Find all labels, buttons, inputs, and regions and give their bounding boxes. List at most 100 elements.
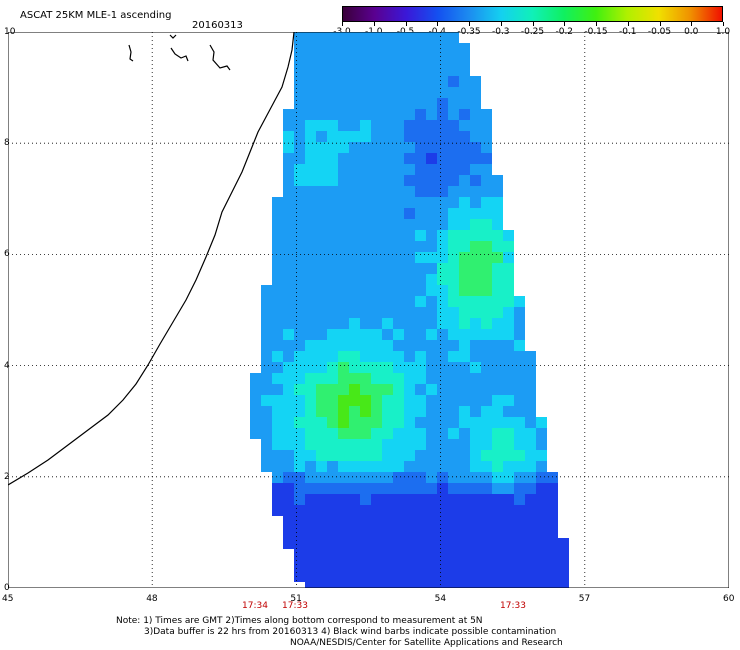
swath-cell	[404, 186, 415, 197]
swath-cell	[437, 164, 448, 175]
swath-cell	[272, 505, 283, 516]
swath-cell	[415, 571, 426, 582]
swath-cell	[459, 241, 470, 252]
swath-cell	[371, 87, 382, 98]
swath-cell	[437, 373, 448, 384]
swath-cell	[382, 516, 393, 527]
swath-cell	[349, 527, 360, 538]
swath-cell	[437, 384, 448, 395]
swath-cell	[327, 109, 338, 120]
swath-cell	[426, 340, 437, 351]
swath-cell	[470, 538, 481, 549]
swath-cell	[437, 219, 448, 230]
swath-cell	[404, 307, 415, 318]
swath-cell	[426, 560, 437, 571]
swath-cell	[503, 241, 514, 252]
swath-cell	[470, 252, 481, 263]
swath-cell	[503, 285, 514, 296]
swath-cell	[448, 428, 459, 439]
swath-cell	[371, 549, 382, 560]
swath-cell	[437, 329, 448, 340]
swath-cell	[283, 307, 294, 318]
swath-cell	[492, 318, 503, 329]
swath-cell	[316, 197, 327, 208]
swath-cell	[393, 527, 404, 538]
swath-cell	[393, 505, 404, 516]
swath-cell	[316, 384, 327, 395]
swath-cell	[437, 560, 448, 571]
swath-cell	[514, 549, 525, 560]
swath-cell	[393, 285, 404, 296]
colorbar-tick	[469, 22, 470, 26]
swath-cell	[426, 351, 437, 362]
swath-cell	[481, 406, 492, 417]
swath-cell	[305, 208, 316, 219]
swath-cell	[503, 230, 514, 241]
swath-cell	[404, 208, 415, 219]
swath-cell	[448, 98, 459, 109]
swath-cell	[393, 263, 404, 274]
swath-cell	[492, 549, 503, 560]
swath-cell	[525, 527, 536, 538]
swath-cell	[415, 582, 426, 588]
swath-cell	[426, 186, 437, 197]
y-tick-label: 2	[4, 471, 10, 482]
pass-time-label: 17:33	[282, 601, 308, 611]
swath-cell	[349, 483, 360, 494]
swath-cell	[360, 450, 371, 461]
swath-cell	[305, 461, 316, 472]
swath-cell	[305, 296, 316, 307]
swath-cell	[305, 571, 316, 582]
swath-cell	[382, 65, 393, 76]
swath-cell	[536, 549, 547, 560]
swath-cell	[426, 582, 437, 588]
swath-cell	[305, 263, 316, 274]
swath-cell	[305, 527, 316, 538]
swath-cell	[316, 43, 327, 54]
swath-cell	[492, 450, 503, 461]
swath-cell	[437, 483, 448, 494]
swath-cell	[272, 373, 283, 384]
swath-cell	[327, 582, 338, 588]
swath-cell	[316, 252, 327, 263]
swath-cell	[514, 362, 525, 373]
swath-cell	[525, 549, 536, 560]
swath-cell	[327, 285, 338, 296]
swath-cell	[393, 54, 404, 65]
swath-cell	[459, 549, 470, 560]
swath-cell	[470, 417, 481, 428]
swath-cell	[437, 395, 448, 406]
swath-cell	[503, 307, 514, 318]
swath-cell	[316, 483, 327, 494]
swath-cell	[272, 494, 283, 505]
swath-cell	[437, 538, 448, 549]
swath-cell	[426, 65, 437, 76]
swath-cell	[338, 307, 349, 318]
swath-cell	[393, 406, 404, 417]
swath-cell	[536, 461, 547, 472]
swath-cell	[437, 87, 448, 98]
swath-cell	[437, 494, 448, 505]
swath-cell	[371, 285, 382, 296]
swath-cell	[382, 263, 393, 274]
swath-cell	[525, 351, 536, 362]
swath-cell	[360, 285, 371, 296]
swath-cell	[294, 230, 305, 241]
swath-cell	[382, 560, 393, 571]
swath-cell	[327, 461, 338, 472]
swath-cell	[349, 582, 360, 588]
swath-cell	[437, 252, 448, 263]
swath-cell	[382, 450, 393, 461]
swath-cell	[492, 571, 503, 582]
swath-cell	[294, 109, 305, 120]
x-tick-label: 48	[146, 594, 158, 604]
swath-cell	[426, 131, 437, 142]
swath-cell	[437, 186, 448, 197]
swath-cell	[371, 395, 382, 406]
swath-cell	[470, 131, 481, 142]
swath-cell	[404, 329, 415, 340]
swath-cell	[305, 549, 316, 560]
swath-cell	[349, 43, 360, 54]
swath-cell	[294, 483, 305, 494]
swath-cell	[327, 87, 338, 98]
